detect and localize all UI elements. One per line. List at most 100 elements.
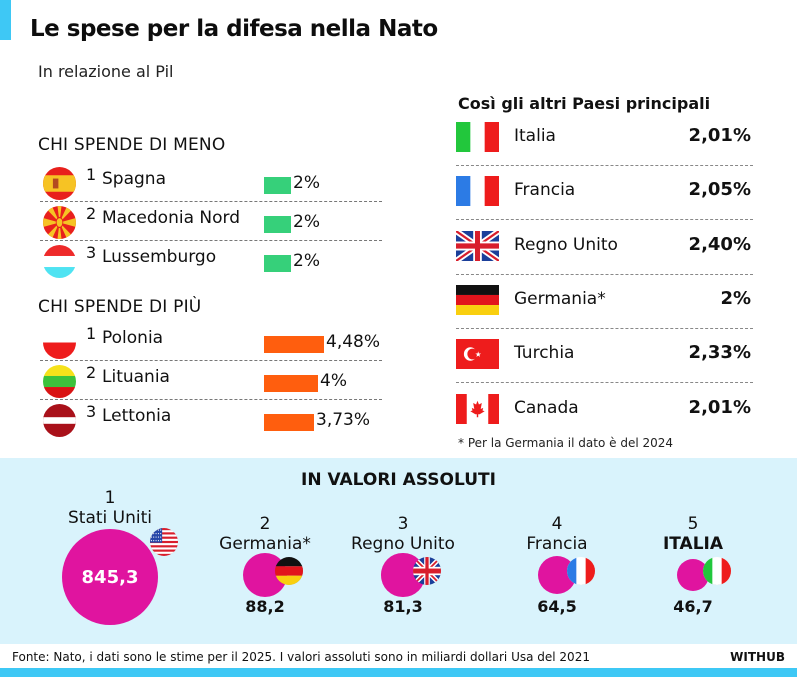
country-name: Turchia xyxy=(514,343,575,364)
country-value: 2,05% xyxy=(688,179,751,201)
bar-value-label: 2% xyxy=(293,212,320,232)
bubble-value: 845,3 xyxy=(81,567,139,588)
country-name: Lussemburgo xyxy=(102,247,217,267)
flag-lithuania-icon xyxy=(43,365,76,398)
country-row: Turchia 2,33% xyxy=(456,329,753,384)
flag-canada-icon xyxy=(456,393,499,424)
high-spenders-heading: CHI SPENDE DI PIÙ xyxy=(38,297,202,317)
row-divider xyxy=(456,219,753,221)
country-name: Lettonia xyxy=(102,406,172,426)
brand-logo: WITHUB xyxy=(730,650,785,664)
country-name: Spagna xyxy=(102,169,166,189)
rank-number: 5 xyxy=(687,514,699,534)
country-name: Italia xyxy=(514,126,556,146)
bar-value-label: 2% xyxy=(293,173,320,193)
flag-uk-icon xyxy=(413,557,441,585)
row-divider xyxy=(456,165,753,166)
country-name: ITALIA xyxy=(662,534,724,554)
bubble-value: 88,2 xyxy=(245,597,285,616)
bar xyxy=(264,255,291,272)
source-note: Fonte: Nato, i dati sono le stime per il… xyxy=(12,650,590,664)
row-divider xyxy=(40,360,382,361)
bubble-value: 46,7 xyxy=(673,597,713,616)
flag-france-icon xyxy=(456,176,499,207)
flag-italy-icon xyxy=(456,122,499,152)
country-value: 2% xyxy=(720,287,751,309)
bar-value-label: 4,48% xyxy=(326,332,381,352)
footnote: * Per la Germania il dato è del 2024 xyxy=(458,436,674,450)
country-name: Macedonia Nord xyxy=(102,208,241,228)
bar-row: 1 Spagna 2% xyxy=(40,163,382,202)
country-row: Germania* 2% xyxy=(456,275,753,329)
country-name: Regno Unito xyxy=(514,234,618,255)
bar xyxy=(264,336,324,353)
country-name: Francia xyxy=(514,180,576,201)
country-name: Lituania xyxy=(102,367,170,387)
flag-north-macedonia-icon xyxy=(43,206,76,239)
bar-row: 3 Lussemburgo 2% xyxy=(40,241,382,280)
bar xyxy=(264,216,291,233)
bar-row: 1 Polonia 4,48% xyxy=(40,322,382,361)
flag-poland-icon xyxy=(43,326,76,359)
flag-turkey-icon xyxy=(456,339,499,370)
country-row: Italia 2,01% xyxy=(456,112,753,166)
country-value: 2,33% xyxy=(688,342,751,364)
country-name: Canada xyxy=(514,397,579,418)
flag-usa-icon xyxy=(150,528,178,556)
bubble-value: 64,5 xyxy=(537,597,577,616)
row-divider xyxy=(456,327,753,329)
rank-number: 2 xyxy=(86,363,97,382)
bar-row: 3 Lettonia 3,73% xyxy=(40,400,382,439)
rank-number: 3 xyxy=(86,402,97,421)
flag-france-icon xyxy=(567,557,595,585)
flag-uk-icon xyxy=(454,228,501,264)
country-name: Germania* xyxy=(514,288,606,309)
bar-value-label: 3,73% xyxy=(316,410,371,430)
rank-number: 2 xyxy=(259,514,271,534)
country-row: Regno Unito 2,40% xyxy=(454,221,753,275)
flag-latvia-icon xyxy=(43,404,76,437)
country-row: Francia 2,05% xyxy=(456,166,753,221)
rank-number: 3 xyxy=(397,514,409,534)
row-divider xyxy=(40,399,382,400)
bar-row: 2 Lituania 4% xyxy=(40,361,382,400)
bar-value-label: 2% xyxy=(293,251,320,271)
bar xyxy=(264,375,318,392)
bar xyxy=(264,177,291,194)
bar-value-label: 4% xyxy=(320,371,347,391)
country-name: Francia xyxy=(526,534,588,554)
other-countries-heading: Così gli altri Paesi principali xyxy=(458,94,711,113)
rank-number: 3 xyxy=(86,243,97,262)
row-divider xyxy=(40,201,382,202)
country-name: Germania* xyxy=(219,534,311,554)
country-value: 2,01% xyxy=(688,125,751,146)
bubble-label: 1 Stati Uniti xyxy=(40,488,180,528)
country-value: 2,40% xyxy=(688,233,751,255)
bubble-label: 2 Germania* xyxy=(195,514,335,554)
low-spenders-heading: CHI SPENDE DI MENO xyxy=(38,135,226,155)
bubble-label: 3 Regno Unito xyxy=(333,514,473,554)
country-name: Polonia xyxy=(102,328,164,348)
flag-spain-icon xyxy=(43,167,76,200)
bottom-accent-bar xyxy=(0,668,797,677)
country-name: Stati Uniti xyxy=(68,508,152,528)
absolute-values-heading: IN VALORI ASSOLUTI xyxy=(301,470,496,490)
bubble-label: 4 Francia xyxy=(487,514,627,554)
country-value: 2,01% xyxy=(688,396,751,418)
country-row: Canada 2,01% xyxy=(456,384,753,438)
bar xyxy=(264,414,314,431)
rank-number: 1 xyxy=(104,488,116,508)
page-subtitle: In relazione al Pil xyxy=(38,62,174,81)
rank-number: 1 xyxy=(86,324,97,343)
row-divider xyxy=(456,382,753,384)
accent-bar xyxy=(0,0,11,40)
rank-number: 1 xyxy=(86,165,97,184)
flag-italy-icon xyxy=(703,557,731,585)
bar-row: 2 Macedonia Nord 2% xyxy=(40,202,382,241)
rank-number: 2 xyxy=(86,204,97,223)
bubble xyxy=(62,529,158,625)
bubble-label: 5 ITALIA xyxy=(623,514,763,554)
page-title: Le spese per la difesa nella Nato xyxy=(30,16,438,42)
bubble-value: 81,3 xyxy=(383,597,423,616)
rank-number: 4 xyxy=(551,514,563,534)
